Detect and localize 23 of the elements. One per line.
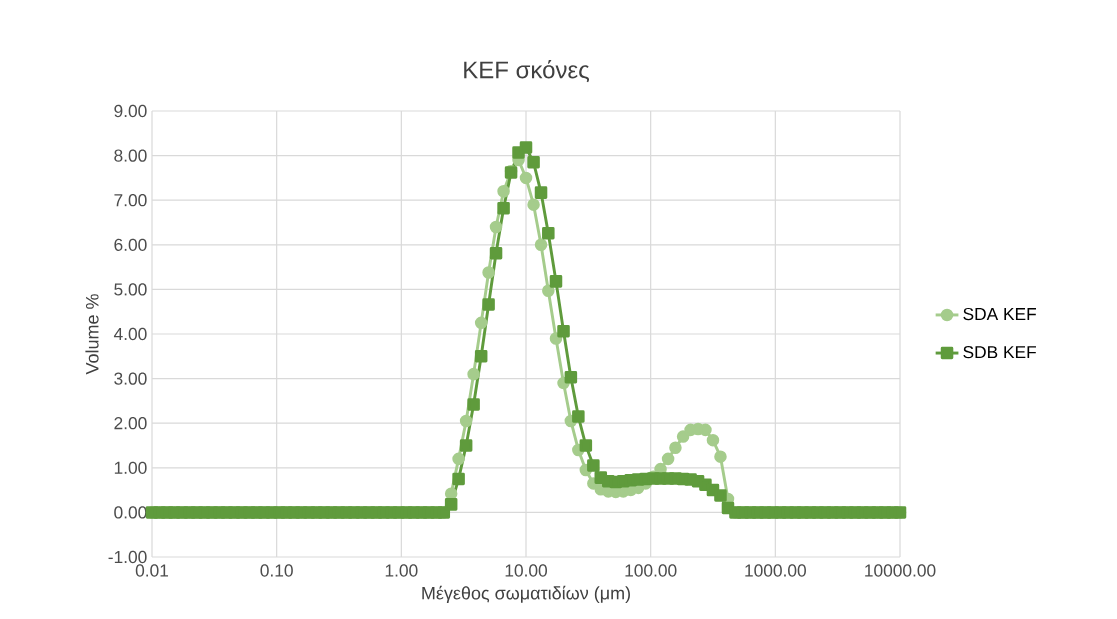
y-tick-label: 5.00 bbox=[114, 283, 147, 296]
y-tick-label: 0.00 bbox=[114, 506, 147, 519]
x-tick-label: 1.00 bbox=[385, 564, 418, 577]
chart-title: KEF σκόνες bbox=[464, 60, 590, 83]
y-tick-label: 3.00 bbox=[114, 372, 147, 385]
x-tick-label: 100.00 bbox=[625, 564, 677, 577]
x-tick-label: 0.10 bbox=[260, 564, 293, 577]
y-axis-title: Volume % bbox=[85, 294, 99, 375]
legend-label: SDB KEF bbox=[963, 345, 1036, 359]
y-tick-label: 2.00 bbox=[114, 417, 147, 430]
y-tick-label: -1.00 bbox=[108, 550, 147, 564]
y-tick-label: 4.00 bbox=[113, 327, 147, 341]
y-tick-label: 8.00 bbox=[114, 149, 147, 162]
x-axis-title: Μέγεθος σωματιδίων (μm) bbox=[422, 585, 630, 604]
y-tick-label: 1.00 bbox=[114, 461, 147, 474]
y-tick-label: 9.00 bbox=[114, 104, 147, 118]
y-tick-label: 6.00 bbox=[114, 238, 147, 251]
x-tick-label: 10.00 bbox=[505, 564, 548, 577]
x-tick-label: 1000.00 bbox=[745, 564, 806, 577]
x-tick-label: 0.01 bbox=[135, 564, 169, 577]
y-tick-label: 7.00 bbox=[114, 194, 147, 207]
x-tick-label: 10000.00 bbox=[865, 564, 936, 577]
legend-label: SDA KEF bbox=[963, 307, 1036, 321]
